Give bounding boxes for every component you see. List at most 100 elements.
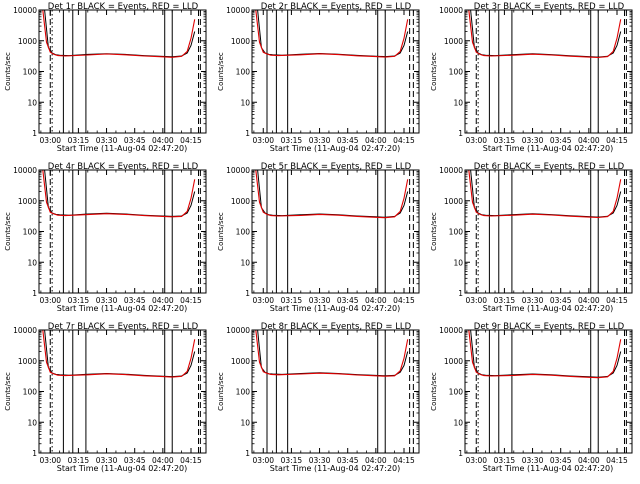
x-tick-label: 03:00 <box>465 296 487 305</box>
panel-9: Det 9r BLACK = Events, RED = LLD 1 10 100 10… <box>430 322 633 473</box>
lld-rate-line <box>255 330 409 377</box>
y-tick-label: 10000 <box>226 6 250 15</box>
x-tick-label: 03:15 <box>494 136 516 145</box>
x-axis-label: Start Time (11-Aug-04 02:47:20) <box>270 464 401 473</box>
y-axis-label: Counts/sec <box>4 372 12 411</box>
x-tick-label: 03:15 <box>281 456 303 465</box>
x-tick-label: 03:00 <box>39 136 61 145</box>
x-tick-label: 04:15 <box>393 296 415 305</box>
x-tick-label: 03:00 <box>465 456 487 465</box>
y-tick-label: 10 <box>453 98 463 107</box>
x-tick-label: 03:15 <box>68 296 90 305</box>
y-tick-label: 1000 <box>231 357 250 366</box>
x-tick-label: 03:45 <box>124 456 146 465</box>
x-tick-label: 04:00 <box>365 136 387 145</box>
y-tick-label: 1 <box>245 449 250 458</box>
plot-frame <box>38 9 207 134</box>
x-axis-label: Start Time (11-Aug-04 02:47:20) <box>270 144 401 153</box>
y-tick-label: 10000 <box>13 326 37 335</box>
plot-data <box>255 10 414 133</box>
x-axis-label: Start Time (11-Aug-04 02:47:20) <box>270 304 401 313</box>
panel-title: Det 3r BLACK = Events, RED = LLD <box>474 2 625 12</box>
y-tick-label: 1000 <box>18 357 37 366</box>
lld-rate-line <box>255 170 409 219</box>
plot-frame <box>464 169 633 294</box>
y-tick-label: 10 <box>240 258 250 267</box>
x-tick-label: 03:30 <box>309 456 331 465</box>
x-tick-label: 03:30 <box>309 296 331 305</box>
x-tick-label: 04:15 <box>606 296 628 305</box>
x-tick-label: 04:00 <box>578 136 600 145</box>
x-tick-label: 03:00 <box>252 456 274 465</box>
x-axis-label: Start Time (11-Aug-04 02:47:20) <box>483 304 614 313</box>
x-tick-label: 03:30 <box>96 456 118 465</box>
y-tick-label: 100 <box>23 388 38 397</box>
plot-data <box>468 10 627 133</box>
y-axis-label: Counts/sec <box>4 52 12 91</box>
x-tick-label: 04:15 <box>393 136 415 145</box>
panel-5: Det 5r BLACK = Events, RED = LLD 1 10 100 10… <box>217 162 420 313</box>
y-axis-label: Counts/sec <box>217 372 225 411</box>
y-tick-label: 10000 <box>13 6 37 15</box>
panel-title: Det 9r BLACK = Events, RED = LLD <box>474 322 625 332</box>
x-tick-label: 03:30 <box>522 136 544 145</box>
x-tick-label: 03:00 <box>39 296 61 305</box>
panel-2: Det 2r BLACK = Events, RED = LLD 1 10 100 10… <box>217 2 420 153</box>
y-tick-label: 1000 <box>231 37 250 46</box>
x-tick-label: 03:00 <box>252 296 274 305</box>
y-tick-label: 1 <box>458 129 463 138</box>
y-tick-label: 1 <box>32 129 37 138</box>
x-axis-label: Start Time (11-Aug-04 02:47:20) <box>483 464 614 473</box>
x-tick-label: 03:45 <box>550 456 572 465</box>
y-axis-label: Counts/sec <box>430 212 438 251</box>
y-tick-label: 10000 <box>226 326 250 335</box>
x-axis-label: Start Time (11-Aug-04 02:47:20) <box>57 464 188 473</box>
y-axis-label: Counts/sec <box>4 212 12 251</box>
x-axis-label: Start Time (11-Aug-04 02:47:20) <box>483 144 614 153</box>
plot-frame <box>251 9 420 134</box>
y-tick-label: 10 <box>27 418 37 427</box>
plot-frame <box>464 329 633 454</box>
y-tick-label: 10 <box>27 258 37 267</box>
x-tick-label: 03:15 <box>68 136 90 145</box>
x-tick-label: 04:00 <box>365 456 387 465</box>
y-tick-label: 1000 <box>18 197 37 206</box>
x-tick-label: 04:15 <box>180 296 202 305</box>
y-tick-label: 1 <box>458 449 463 458</box>
panel-4: Det 4r BLACK = Events, RED = LLD 1 10 100 10… <box>4 162 207 313</box>
y-axis-label: Counts/sec <box>430 52 438 91</box>
x-tick-label: 03:45 <box>124 136 146 145</box>
x-tick-label: 03:30 <box>522 456 544 465</box>
lld-rate-line <box>42 170 196 218</box>
panel-title: Det 4r BLACK = Events, RED = LLD <box>48 162 199 172</box>
x-tick-label: 04:00 <box>365 296 387 305</box>
panel-1: Det 1r BLACK = Events, RED = LLD 1 10 100 10… <box>4 2 207 153</box>
y-tick-label: 1000 <box>231 197 250 206</box>
y-tick-label: 1000 <box>18 37 37 46</box>
y-tick-label: 100 <box>236 388 251 397</box>
x-tick-label: 03:15 <box>281 296 303 305</box>
x-tick-label: 03:15 <box>281 136 303 145</box>
lld-rate-line <box>468 330 622 379</box>
plot-frame <box>38 169 207 294</box>
x-tick-label: 03:30 <box>309 136 331 145</box>
plot-frame <box>251 169 420 294</box>
x-tick-label: 03:30 <box>96 136 118 145</box>
panel-title: Det 8r BLACK = Events, RED = LLD <box>261 322 412 332</box>
y-tick-label: 10 <box>240 98 250 107</box>
y-tick-label: 100 <box>236 68 251 77</box>
plot-data <box>255 170 414 293</box>
x-tick-label: 04:15 <box>180 136 202 145</box>
lld-rate-line <box>255 10 409 58</box>
x-tick-label: 03:45 <box>337 136 359 145</box>
y-tick-label: 10000 <box>13 166 37 175</box>
y-tick-label: 100 <box>23 228 38 237</box>
plot-frame <box>464 9 633 134</box>
y-tick-label: 100 <box>236 228 251 237</box>
panel-title: Det 7r BLACK = Events, RED = LLD <box>48 322 199 332</box>
x-tick-label: 03:45 <box>337 456 359 465</box>
panel-title: Det 1r BLACK = Events, RED = LLD <box>48 2 199 12</box>
y-tick-label: 1 <box>245 129 250 138</box>
